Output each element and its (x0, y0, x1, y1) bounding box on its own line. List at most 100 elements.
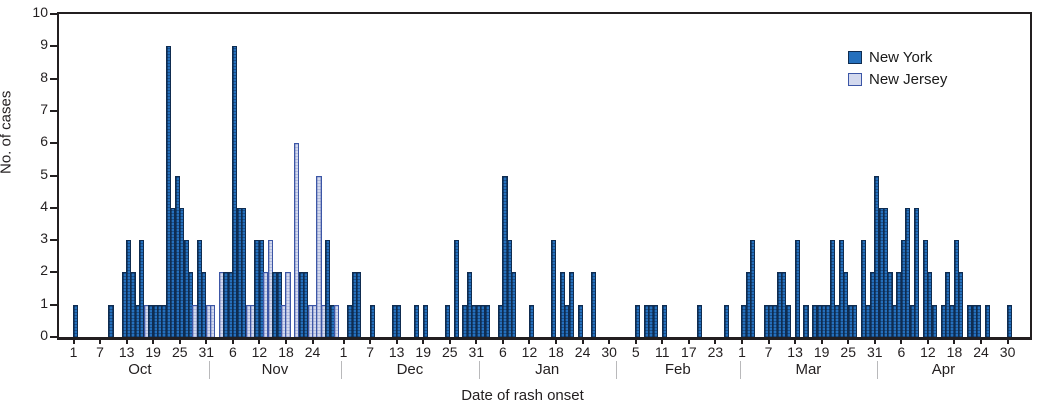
case-bar-nov-6 (232, 46, 238, 337)
month-label: Nov (261, 361, 289, 378)
month-separator (615, 361, 617, 379)
x-tick-label: 6 (228, 344, 237, 360)
x-tick-label: 25 (441, 344, 458, 360)
x-axis-tick (555, 338, 558, 344)
case-bar-jan-2 (484, 304, 490, 337)
x-axis-tick (1006, 338, 1009, 344)
x-tick-label: 19 (145, 344, 161, 360)
x-axis-tick (820, 338, 823, 344)
x-tick-label: 30 (999, 344, 1016, 360)
x-tick-label: 12 (920, 344, 936, 360)
case-bar-mar-13 (794, 240, 800, 337)
y-axis-title: No. of cases (0, 90, 15, 174)
x-axis-tick (475, 338, 478, 344)
x-axis-tick (661, 338, 664, 344)
case-bar-nov-18 (285, 272, 291, 337)
y-axis-tick (50, 239, 57, 242)
y-tick-label: 6 (40, 133, 48, 150)
x-tick-label: 24 (304, 344, 321, 360)
y-tick-label: 8 (40, 68, 48, 85)
case-bar-feb-19 (697, 304, 703, 337)
x-axis-title: Date of rash onset (461, 387, 584, 404)
month-separator (341, 361, 343, 379)
month-separator (478, 361, 480, 379)
x-tick-label: 17 (681, 344, 697, 360)
case-bar-apr-9 (914, 207, 920, 337)
case-bar-dec-19 (422, 304, 428, 337)
case-bar-mar-28 (860, 240, 867, 337)
x-axis-tick (926, 338, 929, 344)
y-axis-tick (50, 77, 57, 80)
x-tick-label: 1 (738, 344, 746, 360)
x-axis-tick (714, 338, 717, 344)
y-tick-label: 2 (40, 262, 48, 279)
x-tick-label: 18 (278, 344, 294, 360)
month-label: Feb (664, 361, 691, 378)
x-tick-label: 5 (631, 344, 640, 360)
y-tick-label: 1 (40, 294, 48, 311)
x-axis-tick (395, 338, 398, 344)
case-bar-apr-30 (1006, 304, 1013, 337)
case-bar-oct-16 (139, 240, 145, 337)
x-tick-label: 18 (548, 344, 564, 360)
x-axis-tick (767, 338, 770, 344)
x-tick-label: 1 (69, 344, 78, 360)
y-axis-tick (50, 303, 57, 306)
case-bar-mar-15 (803, 304, 809, 337)
y-tick-label: 3 (40, 230, 48, 247)
y-tick-label: 7 (40, 100, 48, 117)
x-tick-label: 25 (171, 344, 188, 360)
case-bar-dec-13 (396, 304, 402, 337)
x-axis-tick (501, 338, 504, 344)
x-axis-tick (258, 338, 261, 344)
x-axis-tick (125, 338, 128, 344)
case-bar-nov-1 (210, 304, 216, 337)
y-tick-label: 10 (32, 4, 48, 20)
x-axis-tick (152, 338, 155, 344)
plot-area (50, 12, 1032, 340)
case-bar-nov-29 (334, 304, 340, 337)
x-tick-label: 19 (415, 344, 431, 360)
x-axis-tick (284, 338, 287, 344)
case-bar-feb-25 (723, 304, 729, 337)
x-tick-label: 24 (574, 344, 591, 360)
case-bar-jan-17 (551, 240, 557, 337)
x-axis-tick (342, 338, 345, 344)
x-axis-tick (369, 338, 372, 344)
x-tick-label: 7 (96, 344, 104, 360)
case-bar-apr-23 (976, 304, 982, 337)
case-bar-oct-9 (108, 304, 114, 337)
y-axis-tick (50, 45, 57, 48)
x-axis-tick (740, 338, 743, 344)
x-axis-tick (608, 338, 611, 344)
x-tick-label: 13 (787, 344, 803, 360)
legend-item-nj: New Jersey (848, 68, 947, 90)
case-bar-apr-19 (958, 272, 964, 337)
x-axis-tick (873, 338, 876, 344)
y-axis-tick (50, 174, 57, 177)
x-axis-tick (634, 338, 637, 344)
x-axis-tick (72, 338, 75, 344)
x-tick-label: 24 (973, 344, 989, 360)
case-bar-dec-26 (453, 240, 459, 337)
x-tick-label: 25 (840, 344, 856, 360)
y-axis-tick (50, 206, 57, 209)
x-axis-tick (528, 338, 531, 344)
legend-item-ny: New York (848, 46, 947, 68)
x-tick-label: 7 (764, 344, 773, 360)
x-axis-tick (448, 338, 451, 344)
case-bar-oct-22 (165, 46, 172, 337)
month-label: Dec (396, 361, 424, 378)
case-bar-mar-26 (852, 304, 858, 337)
month-separator (739, 361, 741, 379)
case-bar-nov-8 (241, 207, 247, 337)
x-tick-label: 12 (251, 344, 268, 360)
x-axis-tick (231, 338, 234, 344)
x-axis-tick (205, 338, 208, 344)
month-separator (208, 361, 210, 379)
month-separator (877, 361, 878, 379)
x-tick-label: 6 (897, 344, 906, 360)
y-axis-tick (50, 271, 57, 274)
case-bar-dec-4 (356, 272, 362, 337)
